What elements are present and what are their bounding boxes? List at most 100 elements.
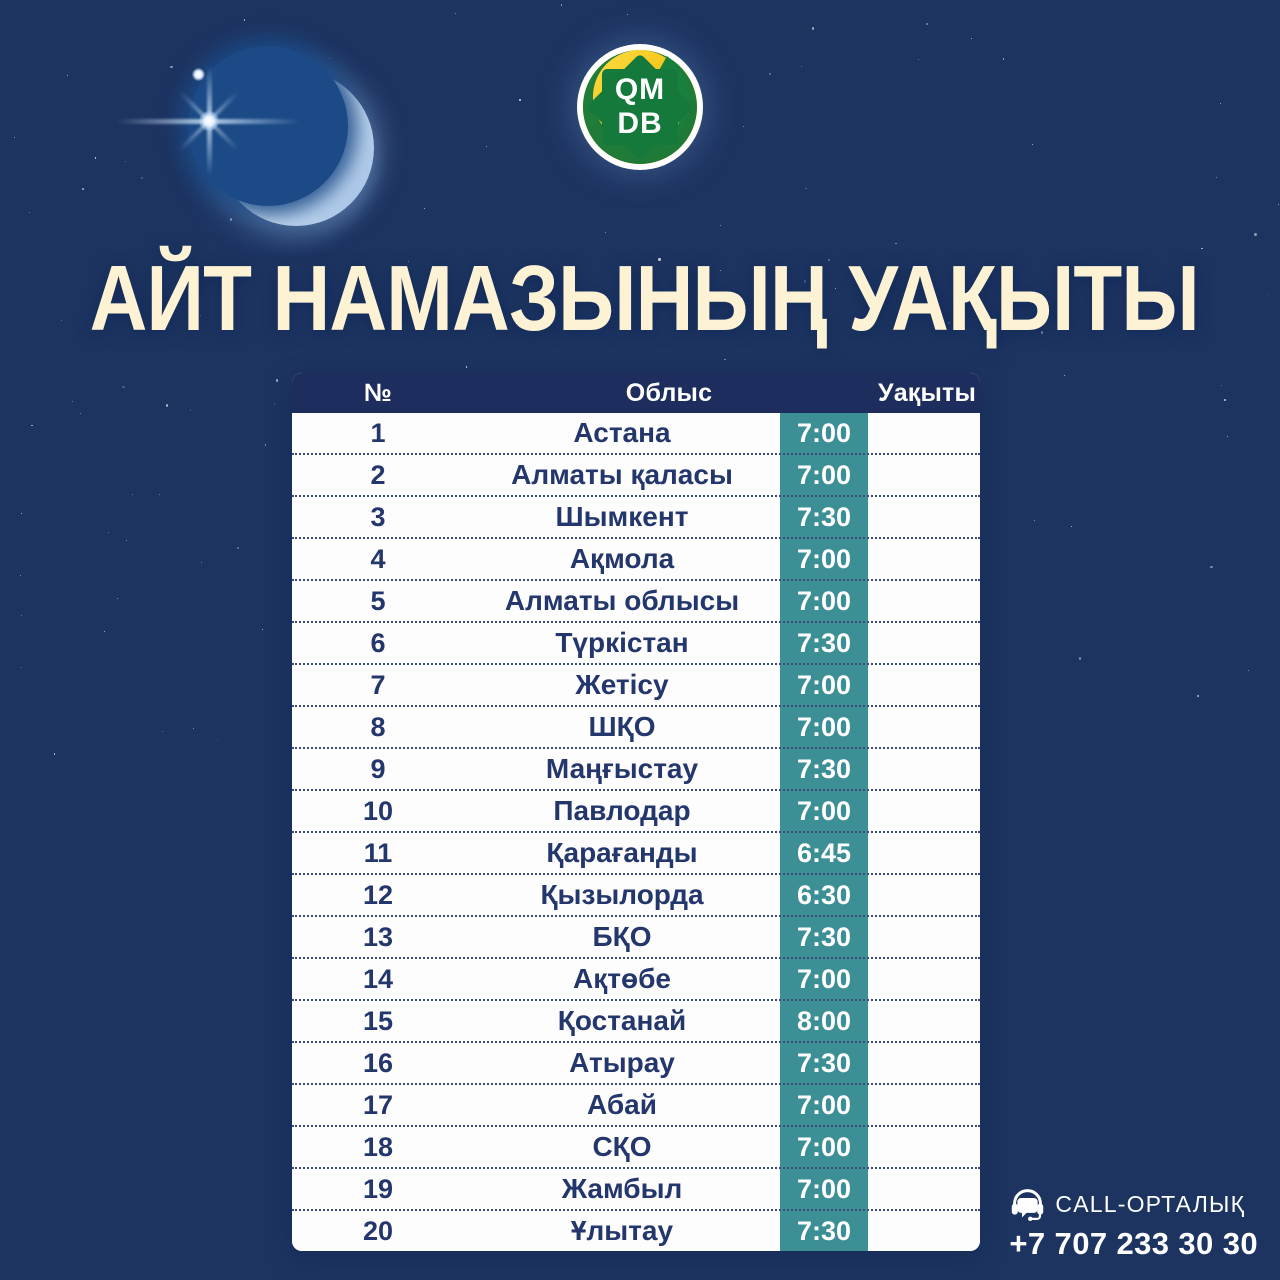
- table-row: 17 Абай 7:00: [292, 1085, 980, 1127]
- call-center-block[interactable]: CALL-ОРТАЛЫҚ +7 707 233 30 30: [1009, 1186, 1258, 1262]
- background-star: [104, 630, 106, 632]
- row-time: 7:30: [796, 627, 852, 658]
- row-time: 7:30: [796, 1047, 852, 1078]
- background-star: [262, 628, 264, 631]
- background-star: [165, 404, 169, 407]
- row-region: Маңғыстау: [545, 753, 699, 784]
- call-center-phone[interactable]: +7 707 233 30 30: [1009, 1226, 1258, 1261]
- background-star: [1034, 519, 1036, 521]
- row-time: 7:00: [796, 711, 852, 742]
- background-star: [193, 727, 195, 730]
- crescent-moon-illustration: [116, 46, 390, 258]
- row-number: 5: [370, 585, 386, 616]
- row-region: БҚО: [592, 921, 652, 952]
- background-star: [1254, 233, 1257, 236]
- background-star: [560, 4, 562, 6]
- row-number: 18: [362, 1131, 394, 1162]
- background-star: [1070, 526, 1072, 528]
- background-star: [81, 187, 85, 191]
- table-row: 1 Астана 7:00: [292, 413, 980, 455]
- call-center-label: CALL-ОРТАЛЫҚ: [1055, 1191, 1246, 1217]
- svg-text:DB: DB: [617, 107, 662, 140]
- row-time: 7:30: [796, 921, 852, 952]
- background-star: [274, 403, 276, 405]
- background-star: [201, 561, 203, 563]
- table-row: 2 Алматы қаласы 7:00: [292, 455, 980, 497]
- row-number: 2: [370, 459, 386, 490]
- row-region: Қызылорда: [540, 879, 704, 910]
- background-star: [108, 531, 110, 534]
- row-region: Атырау: [569, 1047, 675, 1078]
- row-time: 7:30: [796, 753, 852, 784]
- prayer-times-table: № Облыс Уақыты 1 Астана 7:00 2 Алматы қаласы…: [292, 373, 980, 1251]
- table-row: 12 Қызылорда 6:30: [292, 875, 980, 917]
- row-time: 7:00: [796, 585, 852, 616]
- table-row: 14 Ақтөбе 7:00: [292, 959, 980, 1001]
- sparkle-star-icon: [116, 66, 300, 176]
- row-region: Алматы облысы: [504, 585, 740, 616]
- row-time: 7:00: [796, 1131, 852, 1162]
- background-star: [95, 157, 97, 159]
- background-star: [465, 366, 468, 368]
- row-region: Павлодар: [553, 795, 691, 826]
- row-number: 19: [362, 1173, 394, 1204]
- table-row: 10 Павлодар 7:00: [292, 791, 980, 833]
- row-time: 7:30: [796, 1215, 852, 1246]
- row-region: Ақмола: [569, 543, 675, 574]
- row-number: 16: [362, 1047, 394, 1078]
- row-region: ШҚО: [588, 711, 656, 742]
- row-time: 7:00: [796, 1089, 852, 1120]
- background-star: [1031, 143, 1034, 145]
- table-row: 3 Шымкент 7:30: [292, 497, 980, 539]
- background-star: [768, 72, 772, 76]
- background-star: [1221, 385, 1223, 387]
- table-row: 18 СҚО 7:00: [292, 1127, 980, 1169]
- background-star: [264, 444, 266, 446]
- background-star: [236, 546, 240, 550]
- background-star: [1277, 203, 1279, 206]
- background-star: [72, 401, 74, 403]
- table-row: 13 БҚО 7:30: [292, 917, 980, 959]
- background-star: [1063, 374, 1066, 376]
- background-star: [162, 730, 164, 733]
- background-star: [742, 126, 744, 128]
- row-region: Қостанай: [557, 1005, 687, 1036]
- background-star: [53, 753, 56, 755]
- row-region: Қарағанды: [546, 837, 698, 868]
- table-row: 4 Ақмола 7:00: [292, 539, 980, 581]
- background-star: [122, 385, 125, 389]
- background-star: [31, 425, 33, 427]
- row-number: 12: [362, 879, 394, 910]
- background-star: [604, 231, 606, 233]
- small-star-icon: [192, 68, 205, 81]
- table-body: 1 Астана 7:00 2 Алматы қаласы 7:00 3 Шымкент 7:3…: [292, 413, 980, 1251]
- qmdb-logo[interactable]: QM DB: [575, 42, 705, 172]
- row-number: 20: [362, 1215, 394, 1246]
- row-region: Шымкент: [555, 501, 689, 532]
- row-number: 1: [370, 417, 386, 448]
- row-number: 10: [362, 795, 394, 826]
- background-star: [1197, 695, 1199, 697]
- background-star: [1226, 435, 1229, 438]
- row-time: 6:30: [796, 879, 852, 910]
- row-number: 17: [362, 1089, 394, 1120]
- background-star: [800, 65, 802, 67]
- background-star: [131, 493, 134, 496]
- background-star: [158, 493, 161, 496]
- background-star: [627, 13, 629, 15]
- row-number: 6: [370, 627, 386, 658]
- row-number: 8: [370, 711, 386, 742]
- table-row: 16 Атырау 7:30: [292, 1043, 980, 1085]
- background-star: [20, 666, 23, 668]
- background-star: [28, 212, 30, 214]
- table-row: 11 Қарағанды 6:45: [292, 833, 980, 875]
- background-star: [79, 412, 81, 414]
- table-row: 15 Қостанай 8:00: [292, 1001, 980, 1043]
- background-star: [1268, 293, 1270, 296]
- background-star: [1247, 669, 1250, 671]
- row-region: Ақтөбе: [573, 963, 671, 994]
- background-star: [1220, 103, 1222, 105]
- background-star: [811, 27, 815, 30]
- table-row: 19 Жамбыл 7:00: [292, 1169, 980, 1211]
- svg-text:QM: QM: [615, 73, 665, 106]
